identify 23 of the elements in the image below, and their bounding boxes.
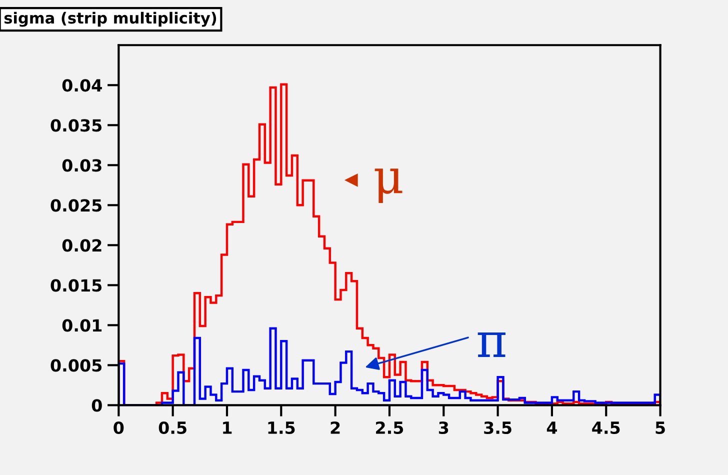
x-tick-label: 2.5: [376, 421, 404, 434]
x-tick-label: 3: [438, 421, 448, 434]
x-tick-label: 1: [223, 422, 232, 434]
y-tick-label: 0.03: [62, 159, 102, 172]
annotation: π: [478, 332, 506, 357]
y-tick-label: 0.015: [50, 279, 102, 292]
x-tick-label: 2: [330, 421, 340, 434]
x-tick-label: 0: [114, 421, 124, 434]
y-tick-label: 0: [92, 399, 102, 412]
annotation: μ: [374, 168, 402, 203]
x-tick-label: 3.5: [484, 421, 512, 434]
chart-title: sigma (strip multiplicity): [4, 12, 216, 27]
y-tick-label: 0.005: [50, 359, 102, 372]
x-tick-label: 0.5: [158, 421, 186, 434]
y-tick-label: 0.04: [62, 79, 102, 92]
x-tick-label: 4.5: [592, 422, 620, 434]
x-tick-label: 5: [656, 422, 665, 434]
y-tick-label: 0.025: [50, 199, 102, 212]
x-tick-label: 1.5: [268, 422, 295, 434]
y-tick-label: 0.02: [62, 239, 102, 252]
y-tick-label: 0.035: [50, 119, 102, 132]
x-tick-label: 4: [546, 422, 557, 434]
y-tick-label: 0.01: [62, 319, 102, 332]
